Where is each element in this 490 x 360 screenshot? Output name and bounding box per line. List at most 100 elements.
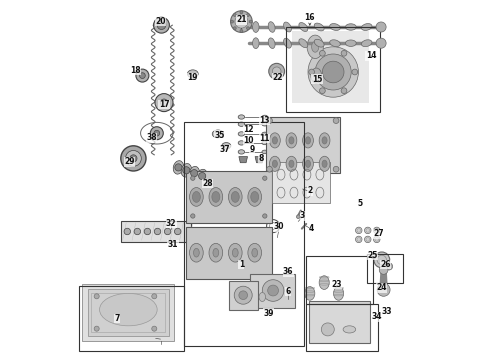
Text: 12: 12 xyxy=(244,125,254,134)
Ellipse shape xyxy=(190,188,203,206)
Ellipse shape xyxy=(259,292,266,302)
Ellipse shape xyxy=(345,40,356,46)
Ellipse shape xyxy=(311,68,321,83)
Bar xyxy=(79,286,184,351)
Circle shape xyxy=(268,285,278,296)
Circle shape xyxy=(140,73,145,78)
Ellipse shape xyxy=(252,248,258,257)
Circle shape xyxy=(155,94,173,112)
Circle shape xyxy=(356,227,362,234)
Ellipse shape xyxy=(319,276,329,289)
Bar xyxy=(121,221,191,242)
Text: 20: 20 xyxy=(155,17,166,26)
Circle shape xyxy=(376,38,386,48)
Bar xyxy=(292,31,369,103)
Circle shape xyxy=(376,22,386,32)
Ellipse shape xyxy=(312,41,319,52)
Circle shape xyxy=(175,164,182,171)
Text: 25: 25 xyxy=(368,251,378,260)
Circle shape xyxy=(150,127,163,140)
Ellipse shape xyxy=(262,122,268,126)
Circle shape xyxy=(333,118,339,123)
Text: 19: 19 xyxy=(188,73,198,82)
Ellipse shape xyxy=(232,248,238,257)
Ellipse shape xyxy=(187,70,198,78)
Bar xyxy=(229,281,258,310)
Ellipse shape xyxy=(284,22,292,32)
Circle shape xyxy=(152,326,157,331)
Ellipse shape xyxy=(99,293,157,326)
Text: 4: 4 xyxy=(309,224,314,233)
Circle shape xyxy=(160,99,168,106)
Ellipse shape xyxy=(286,133,297,148)
Bar xyxy=(186,171,272,223)
Ellipse shape xyxy=(262,115,268,119)
Circle shape xyxy=(319,88,325,94)
Bar xyxy=(309,301,370,343)
Text: 21: 21 xyxy=(236,15,246,24)
Ellipse shape xyxy=(272,160,277,167)
Text: 29: 29 xyxy=(124,157,135,166)
Text: 10: 10 xyxy=(244,136,254,145)
Text: 32: 32 xyxy=(166,219,176,228)
Ellipse shape xyxy=(238,115,245,119)
Circle shape xyxy=(183,167,190,174)
Text: 38: 38 xyxy=(146,133,157,142)
Text: 7: 7 xyxy=(115,314,120,323)
Ellipse shape xyxy=(262,132,268,136)
Circle shape xyxy=(341,50,347,56)
Text: 34: 34 xyxy=(371,312,382,321)
Bar xyxy=(186,227,272,279)
Ellipse shape xyxy=(194,248,199,257)
Ellipse shape xyxy=(231,192,239,202)
Ellipse shape xyxy=(303,156,314,171)
Text: 22: 22 xyxy=(272,73,283,82)
Ellipse shape xyxy=(322,137,327,144)
Circle shape xyxy=(130,155,137,162)
Ellipse shape xyxy=(305,160,311,167)
Text: 5: 5 xyxy=(358,199,363,208)
Text: 3: 3 xyxy=(300,211,305,220)
Circle shape xyxy=(152,294,157,299)
Ellipse shape xyxy=(248,243,262,262)
Circle shape xyxy=(319,50,325,56)
Circle shape xyxy=(144,228,151,235)
Circle shape xyxy=(269,63,285,79)
Ellipse shape xyxy=(289,137,294,144)
Ellipse shape xyxy=(286,156,297,171)
Circle shape xyxy=(315,54,351,90)
Ellipse shape xyxy=(303,133,314,148)
Bar xyxy=(184,122,304,346)
Circle shape xyxy=(377,283,390,296)
Bar xyxy=(88,289,169,336)
Ellipse shape xyxy=(238,132,245,136)
Bar xyxy=(368,254,403,283)
Text: 9: 9 xyxy=(249,145,255,154)
Ellipse shape xyxy=(262,141,268,145)
Circle shape xyxy=(235,15,248,28)
Bar xyxy=(250,274,295,308)
Ellipse shape xyxy=(212,130,224,138)
Ellipse shape xyxy=(330,40,340,47)
Circle shape xyxy=(246,27,249,30)
Text: 36: 36 xyxy=(283,267,294,276)
Circle shape xyxy=(191,170,198,177)
Circle shape xyxy=(191,214,195,218)
Text: 26: 26 xyxy=(380,260,391,269)
Circle shape xyxy=(308,47,358,97)
Circle shape xyxy=(233,27,236,30)
Ellipse shape xyxy=(197,169,207,183)
Bar xyxy=(82,284,174,341)
Text: 27: 27 xyxy=(373,230,384,239)
Polygon shape xyxy=(255,157,264,163)
Circle shape xyxy=(352,69,358,75)
Ellipse shape xyxy=(238,150,245,154)
Ellipse shape xyxy=(262,150,268,154)
Text: 31: 31 xyxy=(168,240,178,249)
Circle shape xyxy=(154,130,160,136)
Bar xyxy=(306,304,378,351)
Ellipse shape xyxy=(362,23,372,31)
Text: 15: 15 xyxy=(312,75,322,84)
Ellipse shape xyxy=(305,137,311,144)
Circle shape xyxy=(125,150,141,166)
